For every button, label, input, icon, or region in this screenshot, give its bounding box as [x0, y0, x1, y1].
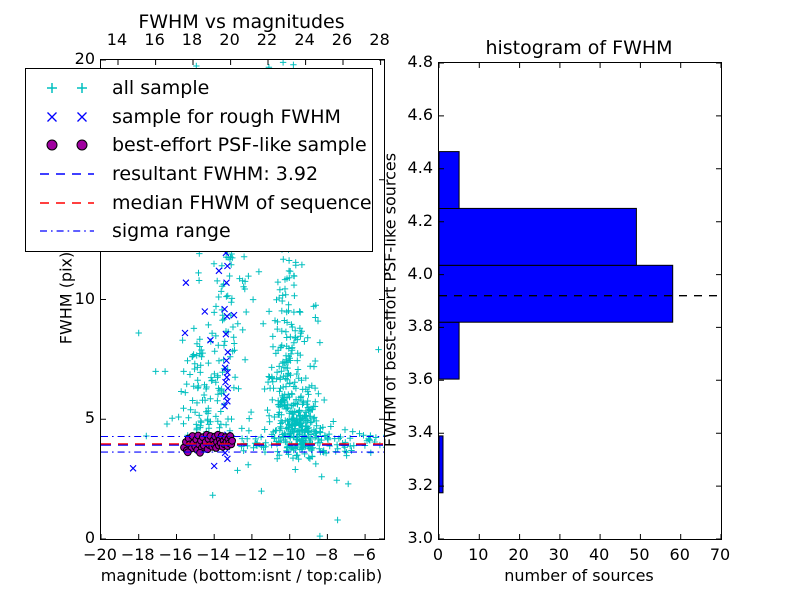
- legend-item-label: best-effort PSF-like sample: [112, 134, 367, 157]
- right-y-tick-label: 3.4: [407, 422, 433, 442]
- circle-legend-marker: [46, 139, 88, 151]
- legend-item-label: sigma range: [112, 220, 231, 243]
- right-x-tick-label: 50: [629, 545, 650, 564]
- left-x-tick-label: −20: [83, 545, 117, 564]
- histogram-bar: [439, 435, 444, 494]
- left-y-tick-label: 5: [84, 408, 95, 428]
- legend-item-label: all sample: [112, 77, 210, 100]
- right-plot-xlabel: number of sources: [504, 566, 654, 585]
- right-y-tick-label: 3.0: [407, 528, 433, 547]
- left-x-tick-label: −18: [120, 545, 155, 564]
- dash-legend-marker: [40, 173, 94, 175]
- right-y-tick-label: 3.2: [407, 475, 433, 495]
- left-x-tick-label: −10: [271, 545, 306, 564]
- right-plot-tick-marks: [439, 63, 721, 539]
- left-top-tick-label: 14: [106, 30, 128, 49]
- right-y-tick-label: 4.4: [407, 157, 433, 177]
- right-x-tick-label: 60: [669, 545, 690, 564]
- left-top-tick-label: 20: [219, 30, 240, 49]
- left-x-tick-label: −16: [158, 545, 193, 564]
- right-x-tick-label: 10: [468, 545, 489, 564]
- histogram-bar: [439, 264, 674, 323]
- right-y-tick-label: 3.8: [407, 316, 433, 336]
- x-legend-marker: [47, 111, 87, 122]
- dash-legend-marker: [40, 201, 94, 204]
- left-y-tick-label: 20: [74, 49, 95, 68]
- left-top-tick-label: 22: [256, 30, 278, 49]
- right-y-tick-label: 4.6: [407, 104, 433, 124]
- right-y-tick-label: 4.0: [407, 263, 433, 283]
- legend-item: all sample: [26, 74, 372, 103]
- legend-item: sigma range: [26, 217, 372, 246]
- legend-item: sample for rough FWHM: [26, 103, 372, 132]
- left-top-tick-label: 26: [331, 30, 353, 49]
- plus-legend-marker: [47, 83, 87, 94]
- left-plot-xlabel: magnitude (bottom:isnt / top:calib): [100, 566, 383, 585]
- legend-item: median FHWM of sequence: [26, 188, 372, 217]
- left-plot-title: FWHM vs magnitudes: [138, 11, 345, 33]
- right-plot-area: [438, 62, 722, 540]
- left-x-tick-label: −6: [352, 545, 376, 564]
- left-x-tick-label: −8: [314, 545, 339, 564]
- right-plot-canvas: [439, 63, 721, 539]
- left-top-tick-label: 18: [181, 30, 203, 49]
- histogram-bar: [439, 321, 460, 380]
- histogram-bar: [439, 151, 460, 209]
- left-x-tick-label: −14: [196, 545, 231, 564]
- right-x-tick-label: 20: [508, 545, 529, 564]
- right-y-tick-label: 4.8: [407, 52, 433, 71]
- legend-item: best-effort PSF-like sample: [26, 131, 372, 160]
- legend-item: resultant FWHM: 3.92: [26, 160, 372, 189]
- dashdot-legend-marker: [40, 230, 94, 232]
- left-x-tick-label: −12: [234, 545, 268, 564]
- left-plot-canvas: [101, 60, 384, 539]
- left-plot-tick-marks: [101, 60, 384, 539]
- histogram-bar: [439, 207, 637, 266]
- right-x-tick-label: 0: [432, 545, 444, 564]
- right-y-tick-label: 4.2: [407, 210, 433, 230]
- right-y-tick-label: 3.6: [407, 369, 433, 389]
- legend: all sample sample for rough FWHM best-effo…: [25, 68, 373, 252]
- psf-sample-point: [196, 448, 204, 457]
- right-x-tick-label: 30: [548, 545, 570, 564]
- right-x-tick-label: 40: [588, 545, 610, 564]
- legend-item-label: sample for rough FWHM: [112, 105, 341, 128]
- left-top-tick-label: 28: [369, 30, 390, 49]
- legend-item-label: resultant FWHM: 3.92: [112, 163, 319, 186]
- left-top-tick-label: 16: [144, 30, 165, 49]
- right-x-tick-label: 70: [709, 545, 731, 564]
- psf-sample-point: [228, 436, 237, 445]
- left-y-tick-label: 10: [74, 288, 95, 308]
- left-top-tick-label: 24: [294, 30, 315, 49]
- right-plot-title: histogram of FWHM: [485, 37, 673, 59]
- legend-item-label: median FHWM of sequence: [112, 191, 372, 214]
- left-y-tick-label: 0: [84, 528, 95, 547]
